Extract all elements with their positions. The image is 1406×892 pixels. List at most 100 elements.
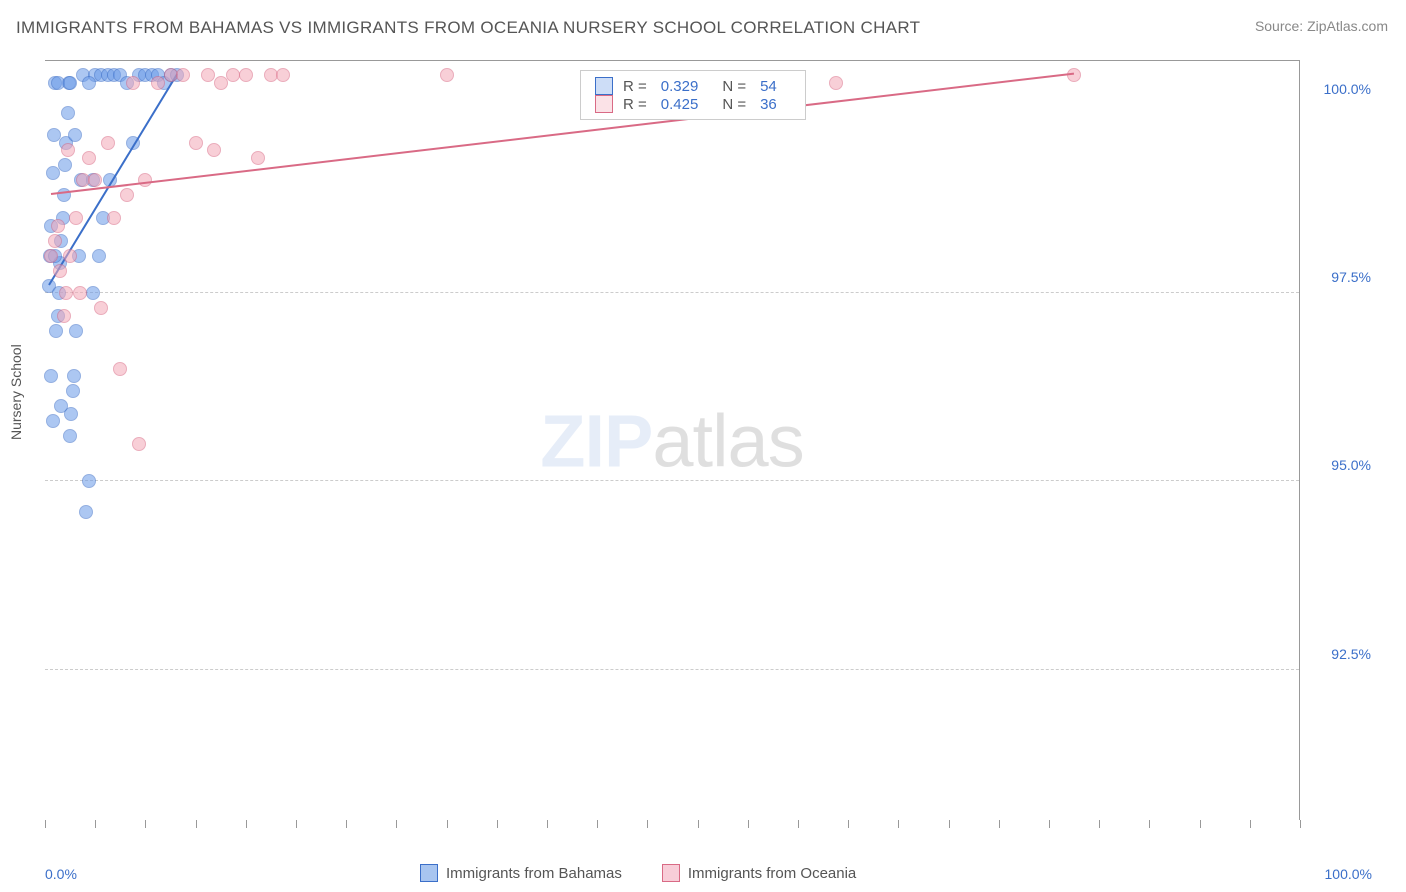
data-point xyxy=(82,76,96,90)
data-point xyxy=(113,362,127,376)
data-point xyxy=(107,211,121,225)
x-tick xyxy=(246,820,247,828)
data-point xyxy=(120,188,134,202)
x-tick xyxy=(597,820,598,828)
x-tick xyxy=(346,820,347,828)
n-value: 36 xyxy=(760,96,777,113)
y-axis-label: Nursery School xyxy=(8,344,24,440)
x-tick xyxy=(497,820,498,828)
x-max-label: 100.0% xyxy=(1325,866,1372,882)
data-point xyxy=(66,384,80,398)
data-point xyxy=(63,76,77,90)
r-label: R = xyxy=(623,96,647,113)
legend-swatch xyxy=(420,864,438,882)
data-point xyxy=(79,505,93,519)
r-label: R = xyxy=(623,78,647,95)
n-label: N = xyxy=(722,78,746,95)
y-tick-label: 95.0% xyxy=(1331,457,1371,473)
x-tick xyxy=(296,820,297,828)
x-tick xyxy=(95,820,96,828)
data-point xyxy=(44,249,58,263)
stats-legend: R = 0.329 N = 54 R = 0.425 N = 36 xyxy=(580,70,806,120)
x-tick xyxy=(1200,820,1201,828)
data-point xyxy=(92,249,106,263)
data-point xyxy=(101,136,115,150)
data-point xyxy=(61,106,75,120)
legend-swatch xyxy=(595,95,613,113)
watermark: ZIPatlas xyxy=(540,398,803,483)
x-tick xyxy=(798,820,799,828)
data-point xyxy=(49,324,63,338)
source-label: Source: ZipAtlas.com xyxy=(1255,18,1388,34)
legend-row: R = 0.329 N = 54 xyxy=(595,77,791,95)
data-point xyxy=(88,173,102,187)
legend-item: Immigrants from Bahamas xyxy=(420,864,622,882)
x-tick xyxy=(1149,820,1150,828)
data-point xyxy=(151,76,165,90)
y-tick-label: 100.0% xyxy=(1324,81,1371,97)
x-tick xyxy=(698,820,699,828)
data-point xyxy=(207,143,221,157)
x-tick xyxy=(45,820,46,828)
plot-area: ZIPatlas 92.5%95.0%97.5%100.0% xyxy=(45,60,1300,820)
data-point xyxy=(82,151,96,165)
data-point xyxy=(276,68,290,82)
x-tick xyxy=(898,820,899,828)
data-point xyxy=(63,249,77,263)
x-tick xyxy=(647,820,648,828)
legend-row: R = 0.425 N = 36 xyxy=(595,95,791,113)
gridline xyxy=(45,292,1299,293)
gridline xyxy=(45,669,1299,670)
x-tick xyxy=(949,820,950,828)
legend-label: Immigrants from Oceania xyxy=(688,865,856,882)
data-point xyxy=(67,369,81,383)
series-legend: Immigrants from Bahamas Immigrants from O… xyxy=(420,864,856,882)
n-label: N = xyxy=(722,96,746,113)
data-point xyxy=(73,286,87,300)
y-tick-label: 97.5% xyxy=(1331,269,1371,285)
n-value: 54 xyxy=(760,78,777,95)
data-point xyxy=(69,211,83,225)
legend-swatch xyxy=(595,77,613,95)
data-point xyxy=(189,136,203,150)
x-tick xyxy=(748,820,749,828)
y-tick-label: 92.5% xyxy=(1331,646,1371,662)
x-tick xyxy=(1300,820,1301,828)
legend-swatch xyxy=(662,864,680,882)
x-tick xyxy=(447,820,448,828)
data-point xyxy=(46,414,60,428)
data-point xyxy=(59,286,73,300)
r-value: 0.425 xyxy=(661,96,699,113)
data-point xyxy=(69,324,83,338)
r-value: 0.329 xyxy=(661,78,699,95)
data-point xyxy=(44,369,58,383)
data-point xyxy=(68,128,82,142)
data-point xyxy=(63,429,77,443)
data-point xyxy=(53,264,67,278)
gridline xyxy=(45,480,1299,481)
data-point xyxy=(94,301,108,315)
data-point xyxy=(132,437,146,451)
chart-title: IMMIGRANTS FROM BAHAMAS VS IMMIGRANTS FR… xyxy=(16,18,920,38)
data-point xyxy=(176,68,190,82)
data-point xyxy=(57,309,71,323)
data-point xyxy=(239,68,253,82)
data-point xyxy=(440,68,454,82)
data-point xyxy=(46,166,60,180)
x-tick xyxy=(1049,820,1050,828)
data-point xyxy=(48,234,62,248)
data-point xyxy=(61,143,75,157)
x-tick xyxy=(1099,820,1100,828)
legend-item: Immigrants from Oceania xyxy=(662,864,856,882)
x-tick xyxy=(196,820,197,828)
data-point xyxy=(82,474,96,488)
data-point xyxy=(126,76,140,90)
trend-line xyxy=(51,73,1074,195)
data-point xyxy=(829,76,843,90)
x-tick xyxy=(999,820,1000,828)
x-tick xyxy=(1250,820,1251,828)
legend-label: Immigrants from Bahamas xyxy=(446,865,622,882)
x-tick xyxy=(848,820,849,828)
data-point xyxy=(251,151,265,165)
x-tick xyxy=(547,820,548,828)
